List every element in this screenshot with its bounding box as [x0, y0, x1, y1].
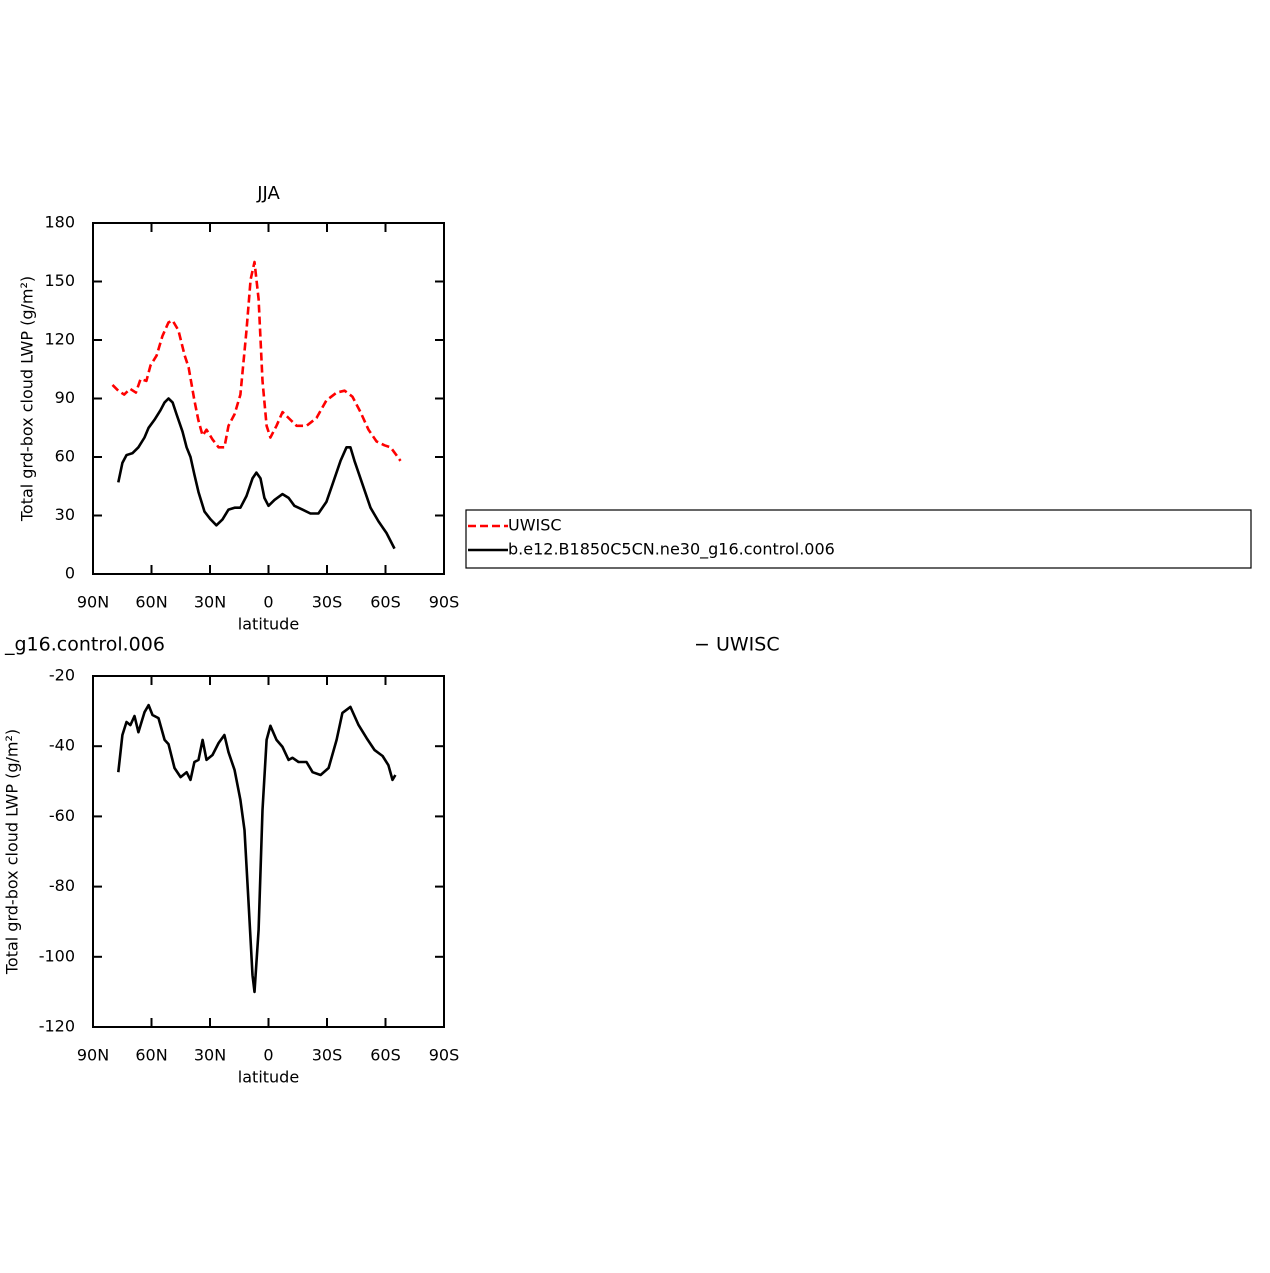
y-tick-label: 0 — [65, 564, 75, 583]
y-tick-label: 120 — [44, 330, 75, 349]
x-tick-label: 30S — [312, 593, 343, 612]
y-tick-label: -20 — [49, 666, 75, 685]
y-axis-label: Total grd-box cloud LWP (g/m²) — [18, 276, 37, 522]
y-tick-label: 150 — [44, 271, 75, 290]
x-tick-label: 90S — [429, 1046, 460, 1065]
y-tick-label: -60 — [49, 806, 75, 825]
legend-label: UWISC — [508, 516, 562, 535]
x-tick-label: 90S — [429, 593, 460, 612]
y-tick-label: 30 — [55, 505, 75, 524]
x-tick-label: 60N — [135, 593, 167, 612]
chart-title-left: _g16.control.006 — [4, 634, 165, 656]
legend-box — [465, 509, 1252, 569]
y-tick-label: 60 — [55, 447, 75, 466]
chart-title: JJA — [256, 183, 280, 204]
series-line — [117, 703, 397, 994]
series-line — [111, 260, 402, 462]
y-tick-label: 180 — [44, 213, 75, 232]
x-axis-label: latitude — [238, 1068, 299, 1087]
x-tick-label: 30N — [194, 593, 226, 612]
x-tick-label: 30S — [312, 1046, 343, 1065]
plot-frame — [92, 222, 445, 575]
y-tick-label: 90 — [55, 388, 75, 407]
x-tick-label: 90N — [77, 1046, 109, 1065]
x-tick-label: 90N — [77, 593, 109, 612]
x-axis-label: latitude — [238, 615, 299, 634]
y-tick-label: -80 — [49, 876, 75, 895]
y-axis-label: Total grd-box cloud LWP (g/m²) — [3, 729, 22, 975]
x-tick-label: 60S — [370, 1046, 401, 1065]
y-tick-label: -100 — [39, 946, 75, 965]
x-tick-label: 60N — [135, 1046, 167, 1065]
legend-label: b.e12.B1850C5CN.ne30_g16.control.006 — [508, 540, 835, 560]
x-tick-label: 0 — [263, 593, 273, 612]
chart-title-right: − UWISC — [694, 634, 780, 656]
y-tick-label: -120 — [39, 1017, 75, 1036]
x-tick-label: 30N — [194, 1046, 226, 1065]
x-tick-label: 0 — [263, 1046, 273, 1065]
y-tick-label: -40 — [49, 736, 75, 755]
series-line — [117, 397, 396, 550]
x-tick-label: 60S — [370, 593, 401, 612]
